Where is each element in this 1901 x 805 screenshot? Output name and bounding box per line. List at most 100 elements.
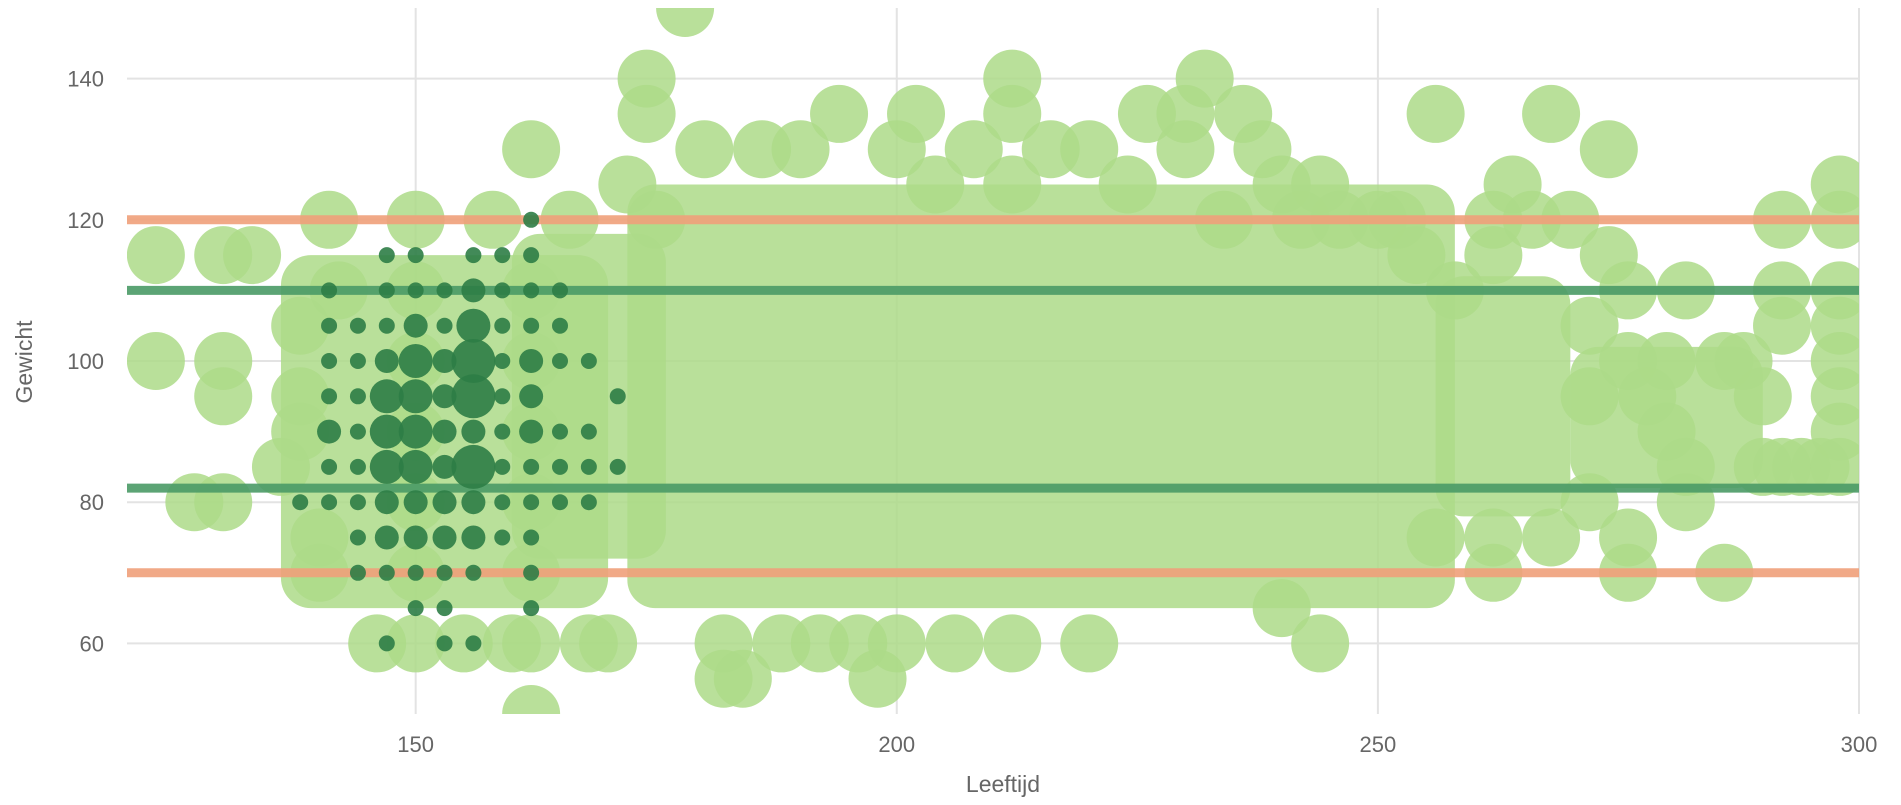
dark-point [580,423,597,440]
dark-point [369,379,404,414]
dark-point [321,317,338,334]
light-point [771,120,830,179]
dark-point [378,282,395,299]
dark-point [494,388,511,405]
dark-point [552,282,568,299]
plot-area [127,8,1859,714]
dark-point [321,353,338,369]
dark-point [465,247,482,264]
light-point [1156,120,1215,179]
dark-point [523,317,540,334]
light-point [1464,226,1523,285]
dark-point [580,353,597,369]
dark-point [349,353,366,369]
dark-point [321,494,338,511]
y-tick-label: 100 [67,349,104,374]
dark-point [552,317,568,334]
dark-point [349,494,366,511]
dark-point [523,458,540,475]
dark-point [407,282,424,299]
light-point [1560,296,1619,355]
light-point [1522,84,1581,143]
light-point [1060,614,1119,673]
dark-point [407,247,424,264]
light-point [386,614,445,673]
light-point [617,84,676,143]
dark-point [398,344,433,378]
light-point [502,685,561,714]
y-tick-label: 120 [67,208,104,233]
y-tick-label: 140 [67,67,104,92]
dark-point [398,379,433,414]
tick-labels: 60 80 100 120 140 150 200 250 300 [67,67,1877,757]
dark-point [321,388,338,405]
dark-point [609,388,626,405]
light-point [713,649,772,708]
dark-point [456,308,491,343]
light-point [194,473,253,532]
dark-point [432,490,457,515]
dark-point [552,494,568,511]
light-point [127,226,185,285]
dark-point [407,564,424,581]
x-tick-label: 250 [1360,732,1397,757]
light-point [127,332,185,390]
dark-point [398,449,433,484]
x-axis-title: Leeftijd [966,771,1040,797]
dark-point [436,564,453,581]
dark-point [432,419,457,444]
dark-point [552,353,568,369]
light-point [1406,84,1465,143]
dark-point [403,490,428,515]
light-point [1175,49,1234,108]
light-point-cluster [1570,346,1763,489]
light-point [925,614,984,673]
dark-point [523,247,540,264]
light-point-cluster [1435,276,1571,517]
dark-point [519,384,544,409]
dark-point [349,529,366,546]
dark-point [369,449,404,484]
dark-point [349,388,366,405]
light-point [656,8,715,37]
dark-point [369,414,404,449]
dark-point [436,282,453,299]
dark-point [378,564,395,581]
light-point [1522,508,1581,567]
dark-point [494,317,511,334]
dark-point [451,339,496,383]
light-point [579,614,638,673]
y-axis-title: Gewicht [11,320,37,404]
dark-point [374,349,399,373]
dark-point [494,529,511,546]
light-point [810,84,869,143]
dark-point [378,635,395,652]
light-point [675,120,734,179]
dark-point [494,247,511,264]
dark-point [403,525,428,550]
dark-point [436,600,453,617]
dark-point [349,564,366,581]
light-point [502,120,561,179]
dark-point [461,419,486,444]
light-point [502,614,561,673]
light-point [1579,120,1638,179]
light-point [1291,614,1350,673]
dark-point [580,494,597,511]
dark-point [580,458,597,475]
dark-point [552,458,568,475]
x-tick-label: 300 [1841,732,1878,757]
dark-point [609,458,626,475]
dark-point [432,525,457,550]
light-point [1810,437,1859,496]
dark-point [523,282,540,299]
dark-point [523,211,540,228]
x-tick-label: 200 [878,732,915,757]
dark-point [432,384,457,409]
dark-point [432,349,457,373]
dark-point [436,635,453,652]
dark-point [349,423,366,440]
dark-point [374,525,399,550]
dark-point [321,282,338,299]
